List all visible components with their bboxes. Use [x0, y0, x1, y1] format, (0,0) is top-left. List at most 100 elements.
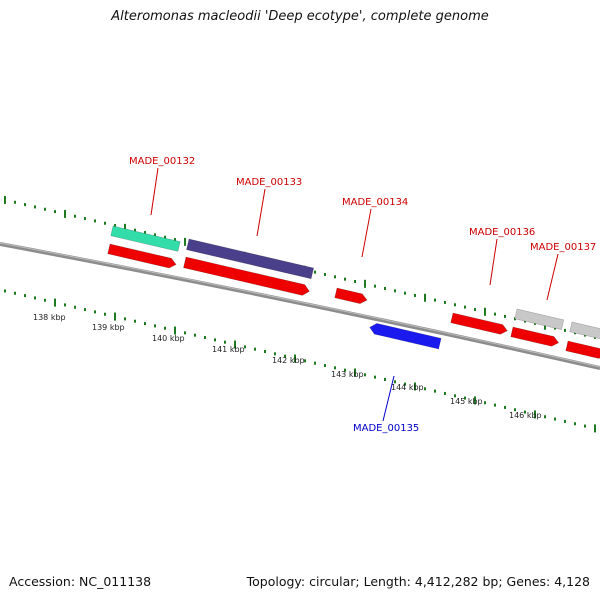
scale-tick: [144, 322, 146, 326]
scale-tick: [94, 310, 96, 314]
gene-arrow-forward: [334, 287, 368, 304]
gene-arrow-forward: [565, 340, 600, 359]
scale-tick: [444, 391, 446, 395]
scale-tick: [514, 408, 516, 412]
scale-tick: [364, 279, 366, 288]
gene-arrow-forward: [107, 243, 177, 269]
scale-tick: [434, 389, 436, 393]
scale-tick: [14, 291, 16, 295]
scale-tick: [104, 221, 106, 225]
genome-backbone-highlight: [0, 242, 600, 368]
gene-feature-gray: [569, 321, 600, 342]
scale-tick: [564, 328, 566, 332]
gene-arrow-forward: [183, 256, 310, 296]
gene-label: MADE_00134: [342, 197, 408, 208]
scale-tick: [504, 405, 506, 409]
scale-tick: [314, 270, 316, 274]
scale-tick: [484, 307, 486, 316]
scale-tick: [284, 354, 286, 358]
scale-tick: [384, 377, 386, 381]
scale-tick: [34, 205, 36, 209]
scale-tick: [404, 291, 406, 295]
scale-tick: [154, 324, 156, 328]
scale-tick: [314, 361, 316, 365]
scale-tick: [304, 359, 306, 363]
scale-tick: [524, 410, 526, 414]
scale-tick: [374, 284, 376, 288]
scale-tick: [534, 410, 536, 419]
scale-tick: [124, 317, 126, 321]
scale-tick: [574, 422, 576, 426]
scale-tick: [274, 352, 276, 356]
gene-leader-line: [489, 238, 498, 286]
scale-tick: [184, 331, 186, 335]
scale-tick: [344, 368, 346, 372]
scale-tick: [424, 387, 426, 391]
scale-tick: [294, 354, 296, 363]
scale-tick: [134, 228, 136, 232]
scale-tick: [474, 307, 476, 311]
scale-tick: [74, 214, 76, 218]
scale-tick: [344, 277, 346, 281]
scale-tick: [474, 396, 476, 405]
scale-tick: [454, 303, 456, 307]
gene-feature-gray: [514, 308, 565, 330]
gene-leader-line: [150, 167, 159, 216]
scale-tick: [354, 279, 356, 283]
scale-tick: [414, 382, 416, 391]
scale-tick: [394, 380, 396, 384]
scale-tick: [264, 350, 266, 354]
map-title: Alteromonas macleodii 'Deep ecotype', co…: [111, 9, 489, 24]
scale-tick: [594, 424, 596, 433]
genome-backbone: [0, 242, 600, 370]
gene-label: MADE_00137: [530, 242, 596, 253]
scale-tick: [464, 396, 466, 400]
scale-tick: [364, 373, 366, 377]
scale-tick: [354, 368, 356, 377]
gene-leader-line: [256, 188, 266, 237]
scale-tick: [174, 326, 176, 335]
scale-tick: [194, 333, 196, 337]
scale-label: 145 kbp: [450, 397, 483, 406]
gene-label: MADE_00133: [236, 177, 302, 188]
scale-tick: [254, 347, 256, 351]
scale-label: 143 kbp: [331, 370, 364, 379]
scale-tick: [84, 308, 86, 312]
scale-tick: [324, 363, 326, 367]
scale-tick: [414, 293, 416, 297]
scale-tick: [204, 336, 206, 340]
scale-tick: [434, 298, 436, 302]
gene-leader-line: [361, 208, 372, 258]
gene-feature-purple: [186, 238, 315, 280]
scale-tick: [44, 298, 46, 302]
scale-tick: [24, 203, 26, 207]
scale-label: 142 kbp: [272, 356, 305, 365]
scale-label: 140 kbp: [152, 334, 185, 343]
scale-tick: [94, 219, 96, 223]
scale-tick: [584, 424, 586, 428]
scale-tick: [184, 237, 186, 246]
scale-tick: [14, 200, 16, 204]
scale-tick: [244, 345, 246, 349]
scale-tick: [494, 403, 496, 407]
scale-label: 146 kbp: [509, 411, 542, 420]
scale-tick: [454, 394, 456, 398]
gene-arrow-forward: [510, 326, 560, 347]
scale-tick: [334, 275, 336, 279]
scale-tick: [224, 340, 226, 344]
scale-tick: [234, 340, 236, 349]
scale-tick: [154, 233, 156, 237]
scale-label: 141 kbp: [212, 345, 245, 354]
scale-tick: [174, 238, 176, 242]
scale-tick: [4, 289, 6, 293]
gene-feature-teal: [110, 225, 181, 252]
accession-text: Accession: NC_011138: [9, 574, 152, 589]
scale-label: 139 kbp: [92, 323, 125, 332]
scale-tick: [134, 319, 136, 323]
scale-tick: [464, 305, 466, 309]
scale-tick: [54, 210, 56, 214]
gene-leader-line: [546, 253, 559, 301]
scale-tick: [164, 326, 166, 330]
scale-tick: [164, 235, 166, 239]
